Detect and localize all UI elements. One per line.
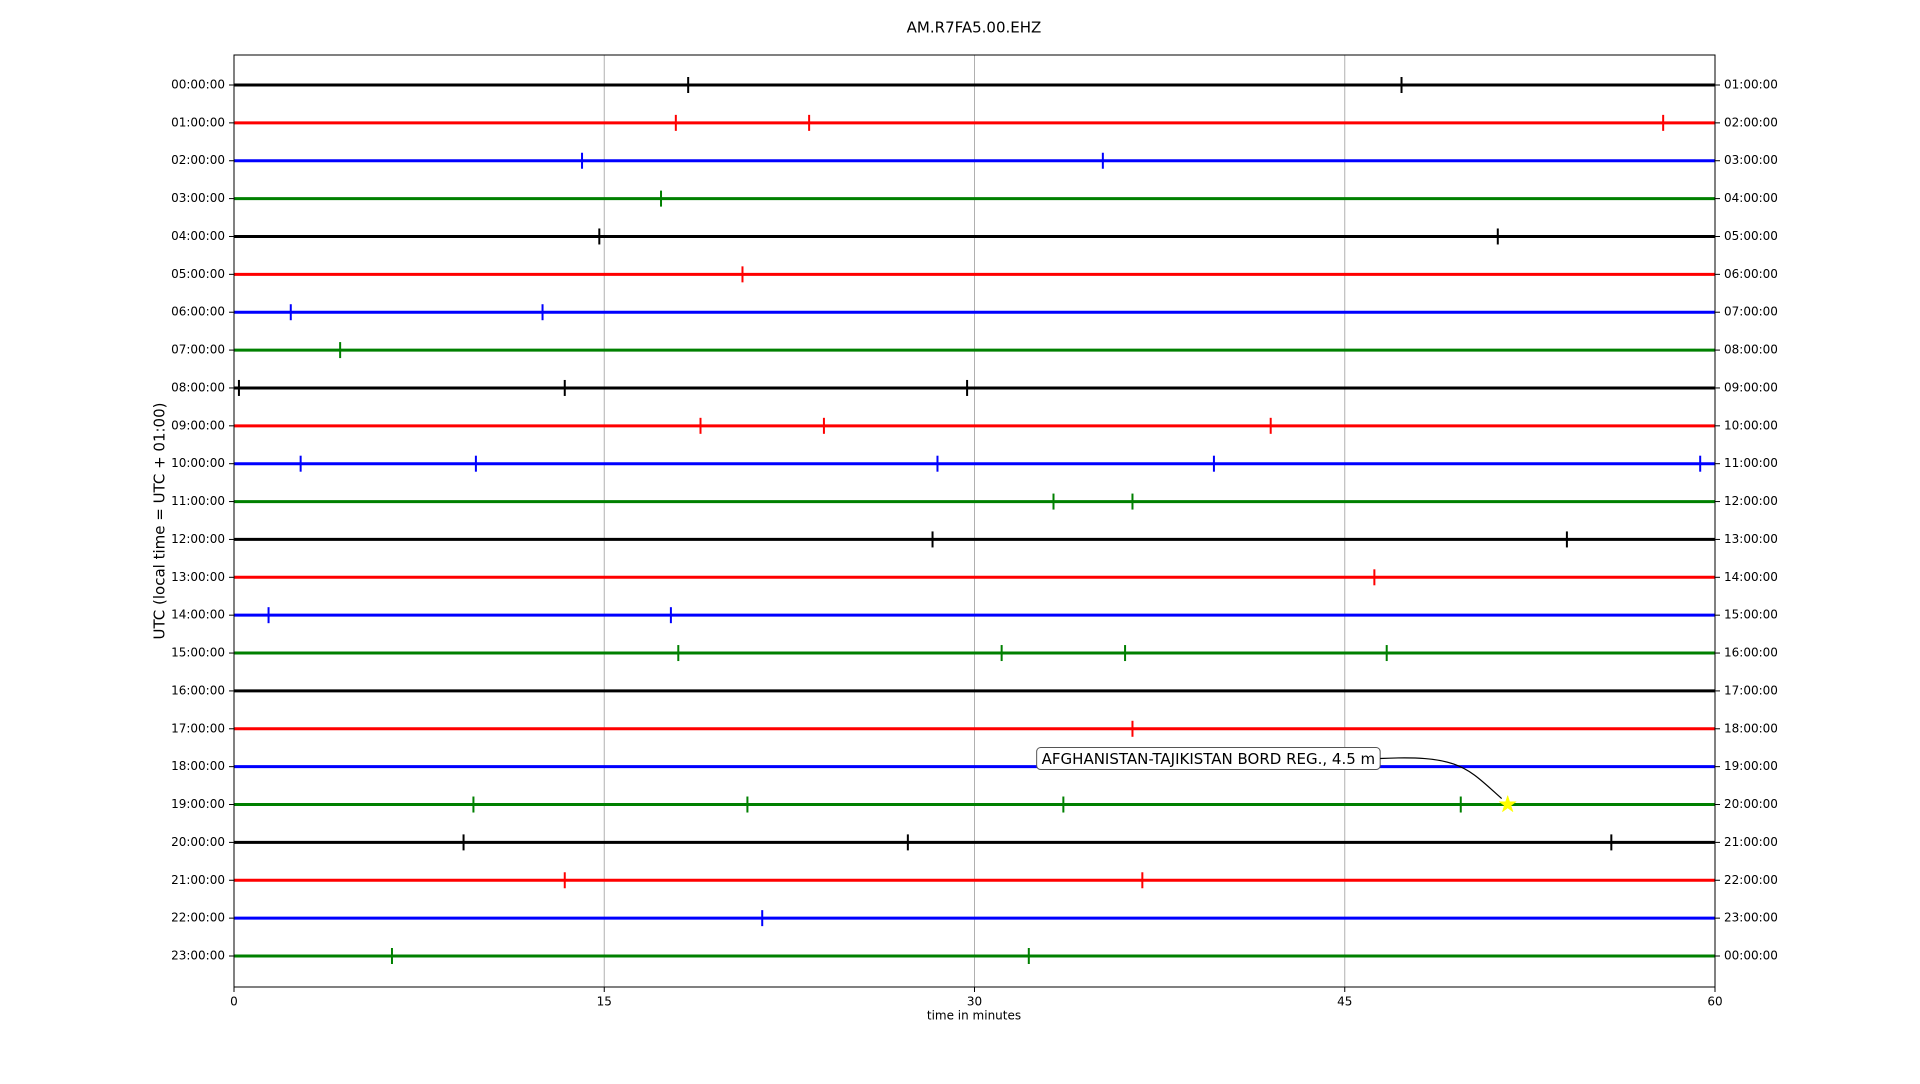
row-right-label: 21:00:00	[1724, 835, 1778, 849]
x-tick-label: 45	[1337, 995, 1352, 1009]
row-right-label: 04:00:00	[1724, 191, 1778, 205]
row-right-label: 22:00:00	[1724, 873, 1778, 887]
row-right-label: 11:00:00	[1724, 456, 1778, 470]
row-label: 16:00:00	[171, 683, 225, 697]
row-label: 03:00:00	[171, 191, 225, 205]
x-tick-label: 60	[1707, 995, 1722, 1009]
row-label: 20:00:00	[171, 835, 225, 849]
row-label: 21:00:00	[171, 873, 225, 887]
x-tick-label: 15	[597, 995, 612, 1009]
row-label: 10:00:00	[171, 456, 225, 470]
row-right-label: 23:00:00	[1724, 911, 1778, 925]
row-label: 01:00:00	[171, 115, 225, 129]
row-label: 04:00:00	[171, 229, 225, 243]
row-right-label: 19:00:00	[1724, 759, 1778, 773]
row-label: 12:00:00	[171, 532, 225, 546]
row-right-label: 10:00:00	[1724, 418, 1778, 432]
row-right-label: 03:00:00	[1724, 153, 1778, 167]
row-label: 14:00:00	[171, 608, 225, 622]
row-label: 17:00:00	[171, 721, 225, 735]
row-right-label: 13:00:00	[1724, 532, 1778, 546]
row-label: 07:00:00	[171, 343, 225, 357]
row-right-label: 02:00:00	[1724, 115, 1778, 129]
row-label: 11:00:00	[171, 494, 225, 508]
row-right-label: 20:00:00	[1724, 797, 1778, 811]
plot-frame	[233, 54, 1716, 988]
row-right-label: 14:00:00	[1724, 570, 1778, 584]
row-right-label: 16:00:00	[1724, 646, 1778, 660]
row-label: 00:00:00	[171, 78, 225, 92]
row-label: 22:00:00	[171, 911, 225, 925]
annotation-text: AFGHANISTAN-TAJIKISTAN BORD REG., 4.5 m	[1042, 750, 1376, 768]
row-right-label: 05:00:00	[1724, 229, 1778, 243]
row-label: 05:00:00	[171, 267, 225, 281]
row-label: 13:00:00	[171, 570, 225, 584]
row-label: 09:00:00	[171, 418, 225, 432]
row-right-label: 12:00:00	[1724, 494, 1778, 508]
row-label: 08:00:00	[171, 380, 225, 394]
row-right-label: 07:00:00	[1724, 305, 1778, 319]
row-right-label: 15:00:00	[1724, 608, 1778, 622]
event-star	[1498, 794, 1517, 813]
row-right-label: 00:00:00	[1724, 949, 1778, 963]
row-right-label: 08:00:00	[1724, 343, 1778, 357]
row-label: 18:00:00	[171, 759, 225, 773]
x-tick-label: 30	[967, 995, 982, 1009]
x-tick-label: 0	[230, 995, 238, 1009]
row-right-label: 18:00:00	[1724, 721, 1778, 735]
chart-title: AM.R7FA5.00.EHZ	[907, 19, 1042, 37]
row-label: 19:00:00	[171, 797, 225, 811]
row-label: 06:00:00	[171, 305, 225, 319]
row-right-label: 17:00:00	[1724, 683, 1778, 697]
row-right-label: 01:00:00	[1724, 78, 1778, 92]
y-axis-label: UTC (local time = UTC + 01:00)	[151, 403, 169, 640]
annotation-arrow	[1380, 757, 1503, 799]
row-label: 23:00:00	[171, 949, 225, 963]
row-right-label: 09:00:00	[1724, 380, 1778, 394]
row-right-label: 06:00:00	[1724, 267, 1778, 281]
row-label: 15:00:00	[171, 646, 225, 660]
row-label: 02:00:00	[171, 153, 225, 167]
x-axis-label: time in minutes	[927, 1009, 1021, 1023]
